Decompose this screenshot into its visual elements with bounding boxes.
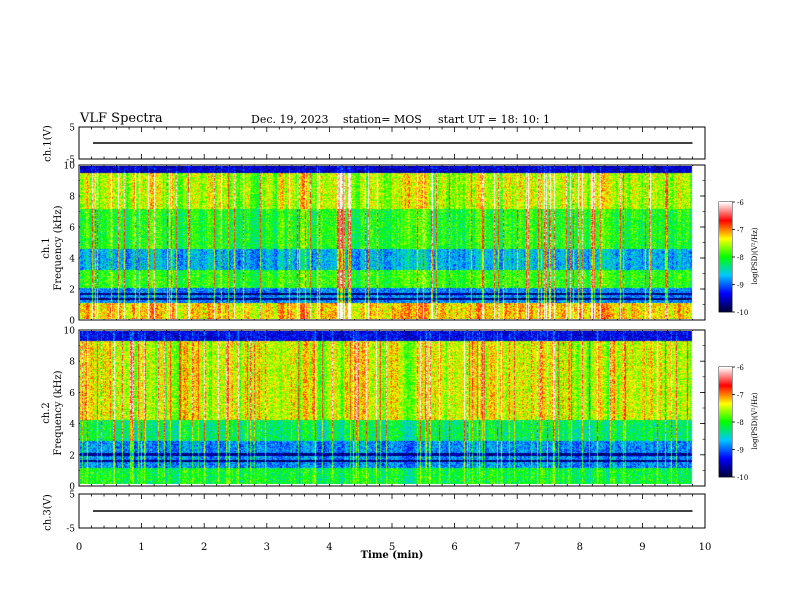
x-tick-label: 7	[514, 542, 520, 553]
x-tick-label: 6	[451, 542, 457, 553]
ch2_spectrogram-ytick-label: 2	[69, 451, 75, 461]
ch2_spectrogram-ytick-label: 8	[69, 358, 75, 368]
x-tick-label: 8	[577, 542, 583, 553]
ch2-colorbar	[719, 367, 732, 477]
x-tick-label: 10	[699, 542, 712, 553]
ch1-colorbar-tick-label: -8	[737, 254, 744, 262]
station-label: station= MOS	[343, 113, 422, 126]
ch1-colorbar-tick-label: -7	[737, 227, 744, 235]
ch1_voltage-ytick-label: -5	[66, 156, 75, 166]
ch1-colorbar-tick-label: -9	[737, 282, 744, 290]
ch1_spectrogram-ytick-label: 10	[64, 162, 76, 172]
ch2-colorbar-tick-label: -9	[737, 447, 744, 455]
ch1-voltage-ylabel: ch.1(V)	[42, 125, 54, 162]
ch3_voltage-ytick-label: -5	[66, 525, 75, 535]
ch2_spectrogram-ytick-label: 6	[69, 389, 75, 399]
ch1-spectrogram	[80, 166, 694, 319]
ch2-colorbar-tick-label: -8	[737, 419, 744, 427]
x-tick-label: 5	[389, 542, 395, 553]
x-tick-label: 2	[201, 542, 207, 553]
x-tick-label: 3	[264, 542, 270, 553]
ch2-colorbar-tick-label: -7	[737, 392, 744, 400]
start-time-label: start UT = 18: 10: 1	[438, 113, 551, 126]
ch1_voltage-ytick-label: 5	[69, 124, 75, 134]
ch1_spectrogram-ytick-label: 2	[69, 286, 75, 296]
ch2-colorbar-tick-label: -10	[737, 474, 748, 482]
ch2_spectrogram-ytick-label: 10	[64, 327, 76, 337]
ch2_spectrogram-ytick-label: 0	[69, 483, 75, 493]
ch2_spectrogram-ytick-label: 4	[69, 420, 75, 430]
ch1_spectrogram-ytick-label: 0	[69, 317, 75, 327]
ch1_spectrogram-ytick-label: 4	[69, 255, 75, 265]
ch2-colorbar-tick-label: -6	[737, 364, 744, 372]
x-axis-label: Time (min)	[361, 550, 424, 561]
ch2-freq-label-text: ch.2 Frequency (kHz)	[41, 370, 64, 456]
ch2-colorbar-label: log(PSD)(V²/Hz)	[751, 392, 759, 450]
ch1_spectrogram-ytick-label: 6	[69, 224, 75, 234]
ch1-freq-label-text: ch.1 Frequency (kHz)	[41, 205, 64, 291]
x-tick-label: 1	[138, 542, 144, 553]
ch1-colorbar-tick-label: -6	[737, 199, 744, 207]
ch3-voltage-ylabel: ch.3(V)	[42, 494, 54, 531]
x-tick-label: 9	[639, 542, 645, 553]
x-tick-label: 4	[326, 542, 332, 553]
ch2-spectrogram	[80, 331, 694, 484]
date-label: Dec. 19, 2023	[251, 113, 329, 126]
ch1-colorbar-tick-label: -10	[737, 309, 748, 317]
ch1-colorbar	[719, 202, 732, 312]
ch1_spectrogram-ytick-label: 8	[69, 193, 75, 203]
ch3_voltage-ytick-label: 5	[69, 491, 75, 501]
ch2-frequency-ylabel: ch.2 Frequency (kHz)	[41, 358, 65, 468]
ch1-colorbar-label: log(PSD)(V²/Hz)	[751, 227, 759, 285]
ch1-frequency-ylabel: ch.1 Frequency (kHz)	[41, 193, 65, 303]
x-tick-label: 0	[76, 542, 82, 553]
chart-title: VLF Spectra	[80, 111, 163, 126]
